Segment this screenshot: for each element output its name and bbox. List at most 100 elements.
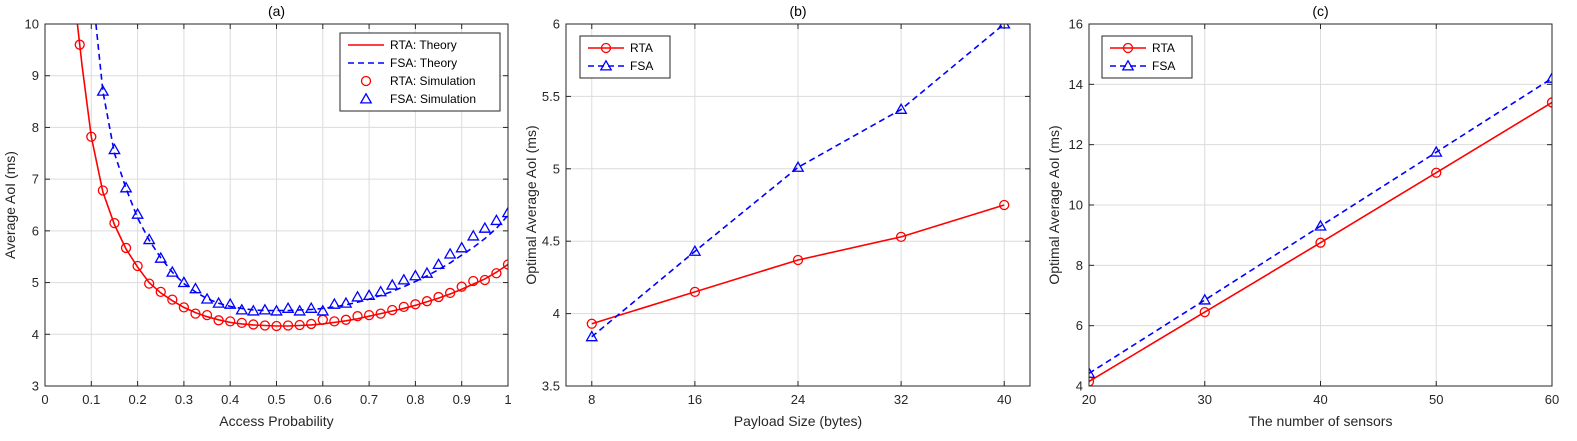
y-tick-label: 6	[32, 223, 39, 238]
x-tick-label: 24	[791, 392, 805, 407]
y-tick-label: 14	[1069, 77, 1083, 92]
x-tick-label: 0.7	[360, 392, 378, 407]
legend-label: FSA: Theory	[390, 56, 457, 70]
data-point-rta-simulation	[132, 260, 143, 272]
data-point-rta-simulation	[167, 294, 178, 305]
x-tick-label: 0.8	[406, 392, 424, 407]
data-point-fsa-simulation	[293, 304, 306, 316]
data-point-rta-simulation	[340, 314, 352, 325]
data-point-fsa-simulation	[189, 282, 202, 294]
y-tick-label: 6	[553, 17, 560, 32]
data-point-fsa-simulation	[212, 296, 225, 308]
x-tick-label: 60	[1545, 392, 1559, 407]
data-point-rta-simulation	[491, 268, 502, 279]
y-tick-label: 12	[1069, 137, 1083, 152]
y-tick-label: 8	[1076, 258, 1083, 273]
data-point-rta-simulation	[248, 319, 259, 330]
panel-title: (c)	[1312, 3, 1328, 19]
data-point-fsa-simulation	[304, 301, 318, 313]
data-point-rta-simulation	[190, 308, 201, 319]
data-point-fsa-simulation	[154, 251, 168, 263]
data-point-rta-simulation	[502, 259, 508, 270]
data-point-fsa-simulation	[455, 241, 469, 253]
legend-marker	[360, 75, 372, 87]
data-point-fsa-simulation	[281, 301, 295, 313]
data-point-rta-simulation	[375, 308, 386, 319]
data-point-rta-simulation	[352, 311, 363, 322]
data-point-fsa-simulation	[166, 265, 179, 277]
data-point-rta-simulation	[444, 287, 456, 299]
data-point-rta-simulation	[109, 217, 120, 229]
data-point-fsa-simulation	[96, 84, 110, 96]
data-layer	[74, 24, 508, 332]
y-tick-label: 5.5	[542, 89, 560, 104]
data-point-fsa-simulation	[501, 206, 508, 218]
data-point-rta-simulation	[155, 286, 166, 298]
series-line-rta	[1089, 101, 1552, 383]
data-point-fsa-simulation	[200, 292, 214, 304]
data-point-fsa-simulation	[177, 276, 191, 288]
data-point-fsa-simulation	[432, 257, 445, 270]
data-point-rta	[1546, 97, 1552, 108]
data-point-fsa-simulation	[490, 214, 503, 226]
y-axis-label: Optimal Average AoI (ms)	[523, 125, 539, 284]
series-line-rta	[591, 204, 1005, 325]
legend-label: RTA: Theory	[390, 38, 457, 52]
panel-title: (b)	[789, 3, 806, 19]
data-point-rta-simulation	[421, 296, 433, 307]
data-point-rta	[1089, 376, 1095, 386]
data-point-rta-simulation	[468, 275, 479, 287]
data-point-rta-simulation	[410, 299, 421, 310]
data-point-rta-simulation	[398, 301, 409, 313]
panel-c: 20 30 40 50 60 4 6 8 10 12 14 16 (c) The number of se…	[1046, 3, 1559, 429]
data-point-rta-simulation	[120, 242, 132, 254]
data-point-fsa	[1429, 145, 1443, 157]
data-point-fsa-simulation	[466, 229, 480, 241]
data-point-rta-simulation	[201, 310, 213, 321]
x-tick-label: 8	[588, 392, 595, 407]
data-point-rta-simulation	[479, 274, 491, 286]
x-tick-label: 40	[997, 392, 1011, 407]
data-point-fsa-simulation	[374, 285, 387, 297]
data-point-fsa-simulation	[119, 181, 133, 193]
data-point-fsa	[1545, 71, 1552, 83]
x-tick-label: 50	[1429, 392, 1443, 407]
x-tick-label: 40	[1313, 392, 1327, 407]
x-axis-label: Access Probability	[219, 413, 333, 429]
data-point-rta-simulation	[363, 310, 375, 321]
y-tick-label: 10	[1069, 198, 1083, 213]
data-point-fsa	[1198, 293, 1212, 305]
legend-marker	[599, 59, 613, 71]
data-point-rta-simulation	[236, 317, 247, 329]
data-point-fsa	[688, 244, 702, 256]
data-point-fsa	[585, 330, 599, 342]
data-point-rta	[1315, 237, 1326, 248]
data-point-rta-simulation	[213, 315, 224, 326]
panel-b: 8 16 24 32 40 3.5 4 4.5 5 5.5 6 (b) Payload Size (by…	[523, 3, 1031, 429]
data-point-rta-simulation	[259, 320, 271, 331]
data-point-rta-simulation	[97, 185, 109, 196]
legend-marker	[1121, 59, 1135, 71]
y-tick-label: 9	[32, 68, 39, 83]
data-point-fsa-simulation	[409, 269, 422, 281]
data-point-rta	[689, 286, 701, 298]
data-point-rta	[792, 254, 804, 266]
data-point-fsa-simulation	[443, 247, 457, 259]
data-point-rta-simulation	[144, 278, 155, 289]
series-line-fsa-theory	[95, 24, 508, 312]
data-point-rta	[1431, 167, 1442, 178]
x-tick-label: 0.6	[314, 392, 332, 407]
data-point-rta-simulation	[282, 320, 294, 331]
panel-a: 0 0.1 0.2 0.3 0.4 0.5 0.6 0.7 0.8 0.9 1 3 4 5 6 7 8 9 10 (a…	[2, 3, 512, 429]
y-tick-label: 3.5	[542, 379, 560, 394]
x-tick-label: 1	[504, 392, 511, 407]
data-point-rta	[586, 318, 597, 329]
legend-label: RTA: Simulation	[390, 74, 476, 88]
y-tick-label: 6	[1076, 318, 1083, 333]
x-tick-label: 0.3	[175, 392, 193, 407]
x-axis-label: The number of sensors	[1249, 413, 1393, 429]
data-point-rta-simulation	[86, 131, 97, 142]
data-point-rta	[895, 231, 907, 243]
series-line-fsa	[1089, 77, 1552, 375]
panel-title: (a)	[268, 3, 285, 19]
